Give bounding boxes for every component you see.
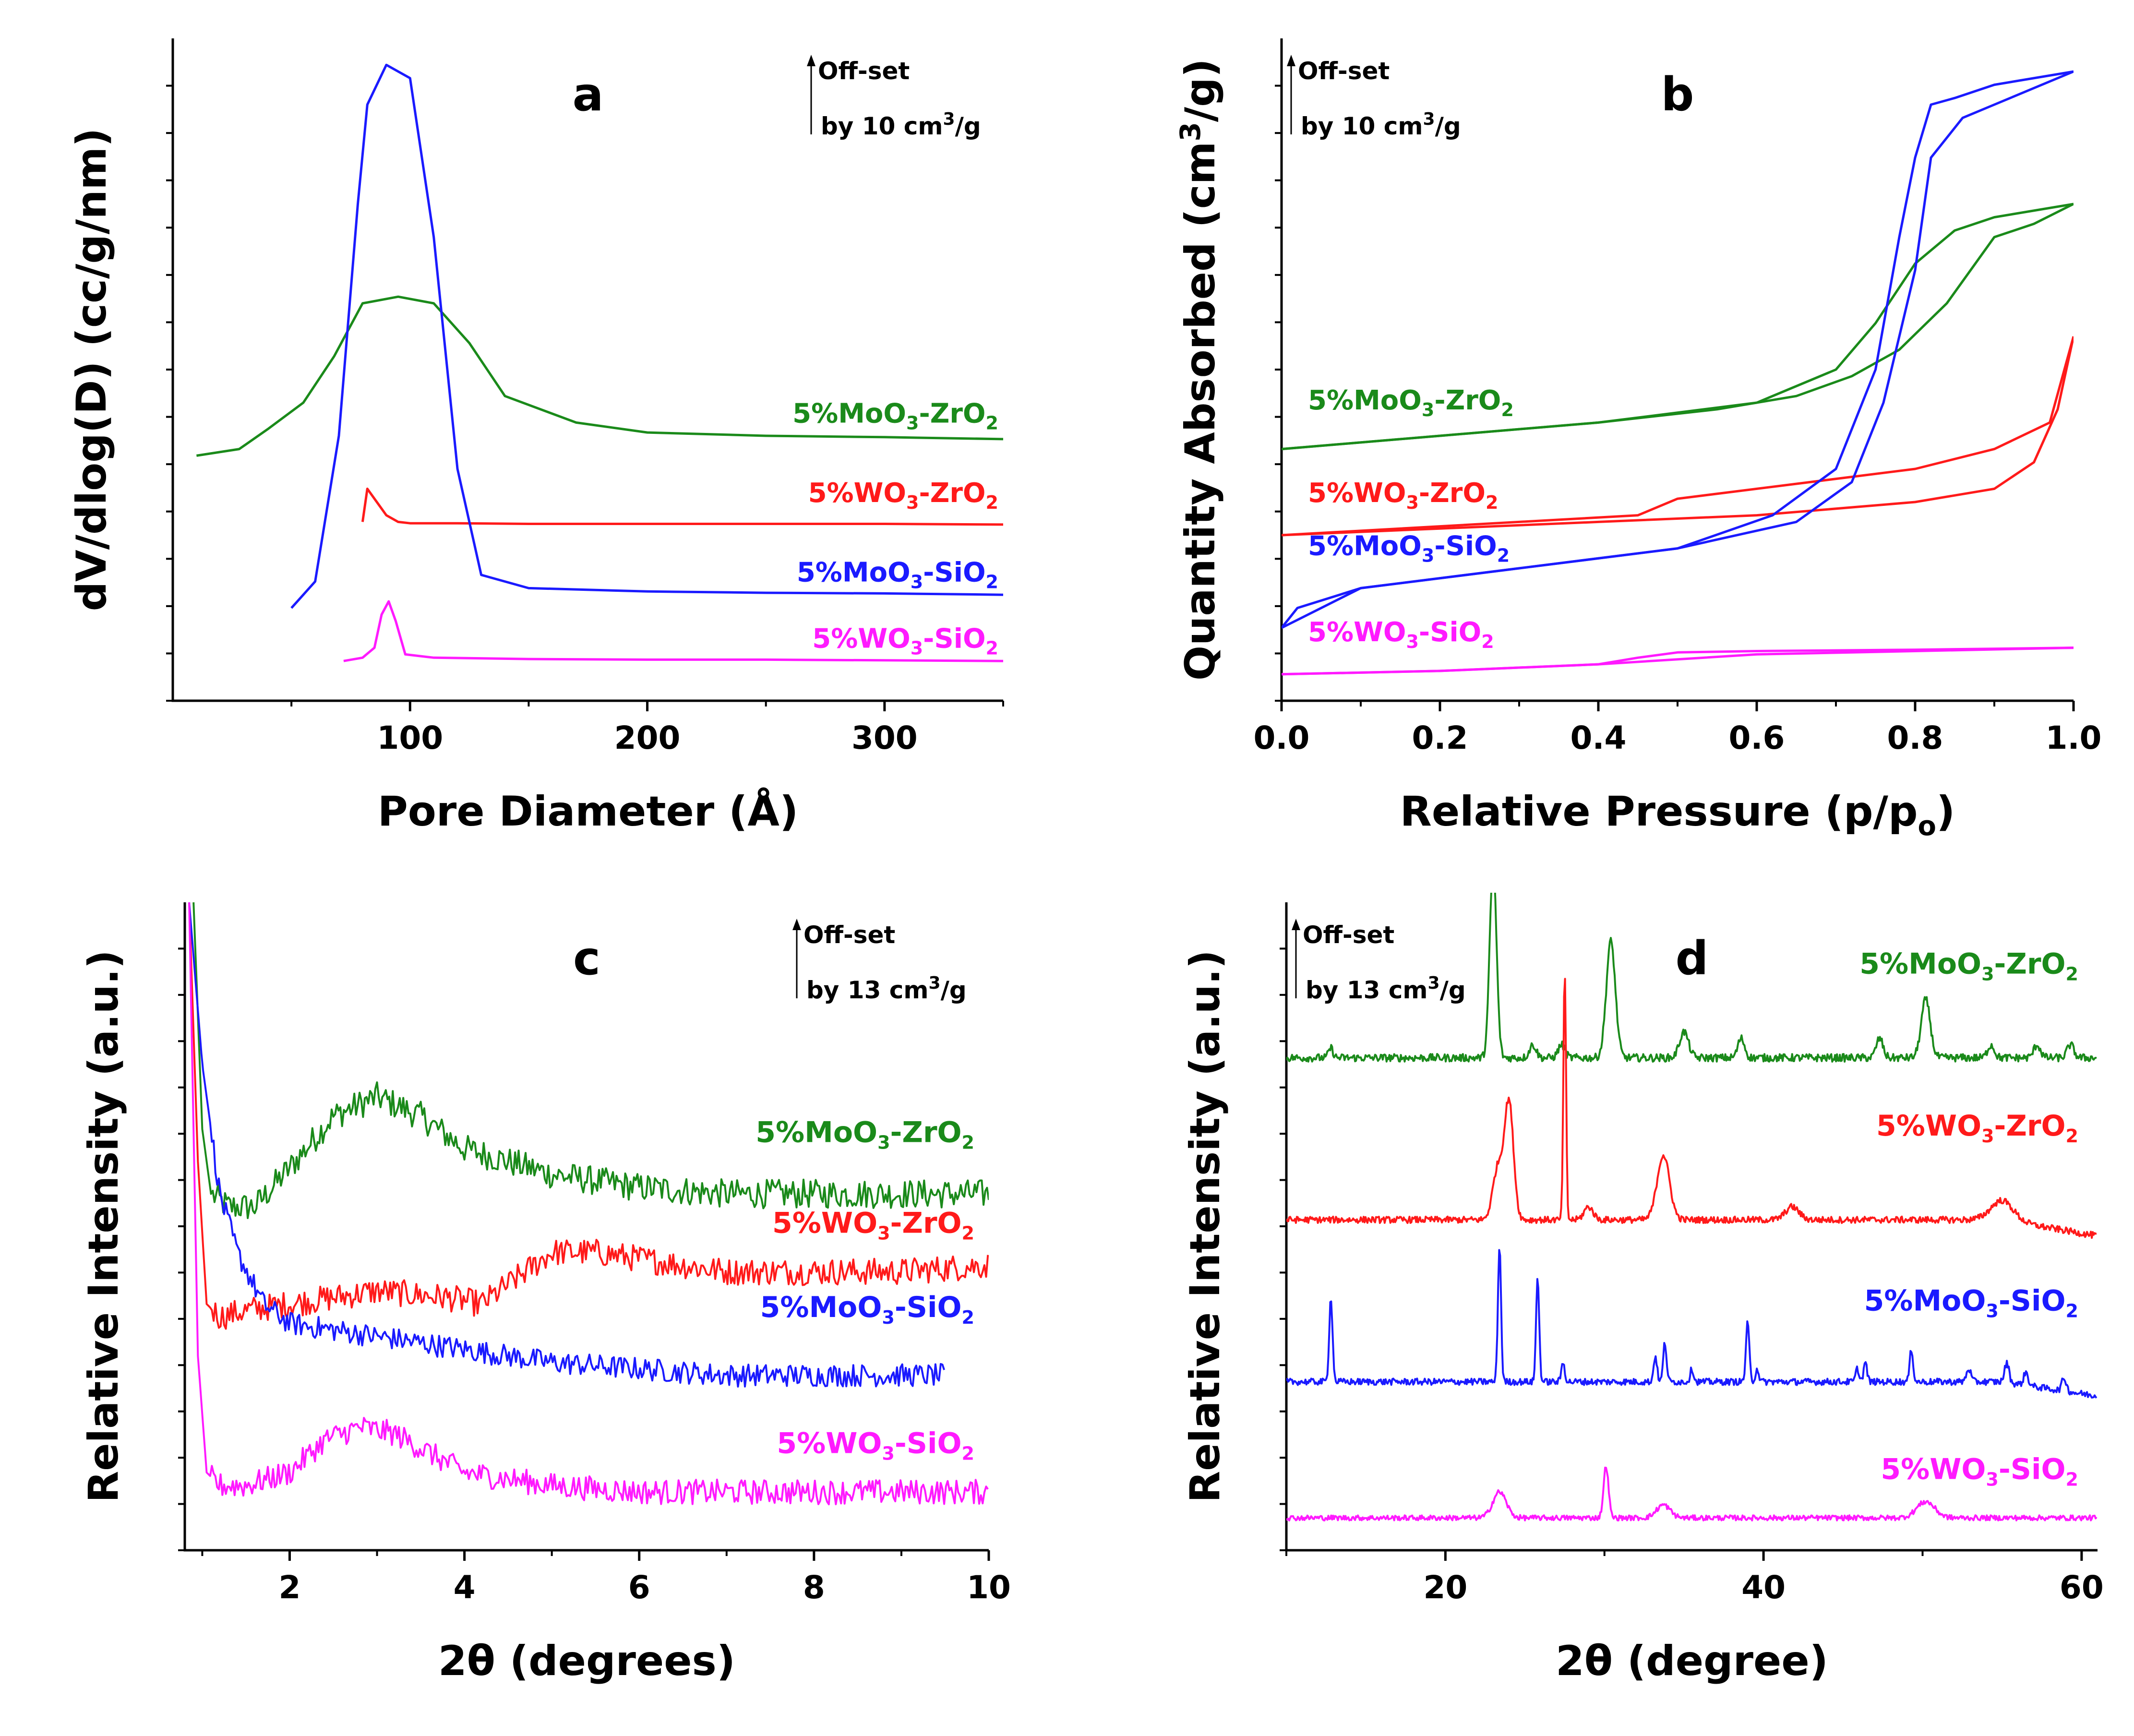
y-axis-title: Quantity Absorbed (cm3/g) [1174, 59, 1224, 681]
legend-label-MoO3-SiO2: 5%MoO3-SiO2 [760, 1291, 974, 1328]
legend-label-MoO3-SiO2: 5%MoO3-SiO2 [1864, 1284, 2078, 1322]
series-line-WO3-ZrO2 [361, 487, 1003, 526]
series-MoO3-SiO2 [1282, 70, 2074, 629]
x-tick-label: 8 [803, 1569, 825, 1606]
legend-label-MoO3-ZrO2: 5%MoO3-ZrO2 [755, 1116, 974, 1153]
legend-label-WO3-SiO2: 5%WO3-SiO2 [1308, 617, 1494, 652]
offset-note: Off-set by 10 cm3/g [1287, 55, 1461, 140]
series-line-WO3-SiO2 [343, 600, 1003, 662]
series-line-WO3-SiO2-desorption [1282, 647, 2074, 676]
legend-label-MoO3-ZrO2: 5%MoO3-ZrO2 [1308, 385, 1514, 420]
x-tick-label: 200 [614, 719, 681, 756]
x-tick-label: 300 [851, 719, 918, 756]
legend-label-WO3-ZrO2: 5%WO3-ZrO2 [808, 478, 998, 513]
offset-note-line2: by 10 cm3/g [1301, 109, 1461, 140]
y-axis-title: Relative Intensity (a.u.) [1181, 950, 1229, 1503]
panel-letter: b [1661, 68, 1694, 121]
series-MoO3-ZrO2 [1282, 203, 2074, 451]
series-line-MoO3-SiO2-desorption [1282, 70, 2074, 629]
series-line-WO3-ZrO2 [188, 902, 989, 1330]
x-axis-title: 2θ (degrees) [438, 1637, 735, 1685]
x-tick-label: 0.6 [1729, 719, 1785, 756]
panel-letter: a [573, 68, 604, 121]
series-WO3-SiO2 [1286, 1466, 2098, 1521]
series-WO3-SiO2 [188, 902, 989, 1506]
series-MoO3-SiO2 [1286, 1249, 2098, 1399]
series-line-MoO3-ZrO2 [196, 295, 1003, 457]
series-line-MoO3-SiO2 [188, 902, 946, 1388]
x-tick-label: 0.2 [1412, 719, 1468, 756]
series-line-WO3-SiO2 [188, 902, 989, 1506]
x-axis-title: 2θ (degree) [1556, 1637, 1828, 1685]
legend-label-WO3-SiO2: 5%WO3-SiO2 [1881, 1453, 2078, 1490]
series-line-MoO3-ZrO2 [1286, 893, 2097, 1063]
offset-note-line1: Off-set [1298, 57, 1390, 85]
x-tick-label: 1.0 [2046, 719, 2102, 756]
series-MoO3-SiO2 [188, 902, 946, 1388]
x-tick-label: 0.4 [1571, 719, 1627, 756]
series-MoO3-ZrO2 [192, 902, 989, 1219]
offset-arrow-head [1292, 919, 1300, 930]
offset-note: Off-set by 10 cm3/g [807, 55, 981, 140]
offset-arrow-head [792, 919, 801, 930]
x-tick-label: 0.0 [1254, 719, 1310, 756]
series-line-MoO3-ZrO2 [192, 902, 989, 1219]
offset-note: Off-set by 13 cm3/g [1292, 919, 1466, 1004]
series-WO3-SiO2 [1282, 647, 2074, 676]
series-WO3-ZrO2 [1286, 978, 2097, 1239]
legend-label-WO3-ZrO2: 5%WO3-ZrO2 [1876, 1109, 2078, 1147]
panel-c: 2 4 6 8 10 2θ (degrees) Relative Intensity (a.… [80, 902, 1011, 1685]
panel-letter: d [1676, 932, 1709, 985]
x-axis-title: Pore Diameter (Å) [378, 788, 799, 836]
legend-label-WO3-ZrO2: 5%WO3-ZrO2 [1308, 478, 1498, 513]
series-WO3-ZrO2 [361, 487, 1003, 526]
series-line-WO3-ZrO2-desorption [1282, 336, 2074, 537]
offset-note-line1: Off-set [803, 921, 895, 949]
x-tick-label: 10 [967, 1569, 1011, 1606]
series-WO3-ZrO2 [1282, 336, 2074, 537]
panel-a: 100 200 300 Pore Diameter (Å) dV/dlog(D) (cc… [68, 38, 1004, 836]
series-line-MoO3-SiO2 [1286, 1249, 2098, 1399]
offset-arrow-head [807, 55, 815, 66]
series-MoO3-ZrO2 [196, 295, 1003, 457]
offset-arrow-head [1287, 55, 1295, 66]
legend-label-WO3-ZrO2: 5%WO3-ZrO2 [772, 1207, 974, 1244]
legend-label-WO3-SiO2: 5%WO3-SiO2 [777, 1427, 974, 1464]
x-tick-label: 40 [1741, 1569, 1786, 1606]
x-tick-label: 4 [454, 1569, 476, 1606]
x-tick-label: 20 [1423, 1569, 1467, 1606]
y-axis-title: dV/dlog(D) (cc/g/nm) [68, 128, 116, 611]
series-MoO3-ZrO2 [1286, 893, 2097, 1063]
series-line-WO3-ZrO2-adsorption [1282, 336, 2074, 537]
legend-label-WO3-SiO2: 5%WO3-SiO2 [812, 623, 998, 659]
x-tick-label: 100 [377, 719, 443, 756]
legend-label-MoO3-ZrO2: 5%MoO3-ZrO2 [1859, 947, 2078, 985]
x-tick-label: 2 [279, 1569, 301, 1606]
series-line-MoO3-SiO2 [290, 63, 1003, 609]
series-MoO3-SiO2 [290, 63, 1003, 609]
series-line-WO3-SiO2 [1286, 1466, 2098, 1521]
y-axis-title: Relative Intensity (a.u.) [80, 950, 128, 1503]
offset-note: Off-set by 13 cm3/g [792, 919, 967, 1004]
x-axis-title: Relative Pressure (p/po) [1400, 788, 1955, 842]
series-WO3-SiO2 [343, 600, 1003, 662]
offset-note-line1: Off-set [818, 57, 910, 85]
series-line-MoO3-ZrO2-desorption [1282, 203, 2074, 451]
x-tick-label: 6 [628, 1569, 650, 1606]
series-line-WO3-ZrO2 [1286, 978, 2097, 1239]
panel-d: 20 40 60 2θ (degree) Relative Intensity (a.u… [1181, 893, 2104, 1685]
offset-note-line2: by 13 cm3/g [1306, 973, 1466, 1004]
panel-b: 0.0 0.2 0.4 0.6 0.8 1.0 Relative Pressure (p/p… [1174, 38, 2101, 842]
offset-note-line1: Off-set [1303, 921, 1394, 949]
legend-label-MoO3-ZrO2: 5%MoO3-ZrO2 [792, 398, 998, 433]
legend-label-MoO3-SiO2: 5%MoO3-SiO2 [1308, 530, 1510, 566]
offset-note-line2: by 10 cm3/g [821, 109, 981, 140]
panel-letter: c [573, 932, 600, 985]
legend-label-MoO3-SiO2: 5%MoO3-SiO2 [797, 557, 998, 593]
series-WO3-ZrO2 [188, 902, 989, 1330]
offset-note-line2: by 13 cm3/g [806, 973, 967, 1004]
x-tick-label: 60 [2060, 1569, 2104, 1606]
x-tick-label: 0.8 [1887, 719, 1943, 756]
